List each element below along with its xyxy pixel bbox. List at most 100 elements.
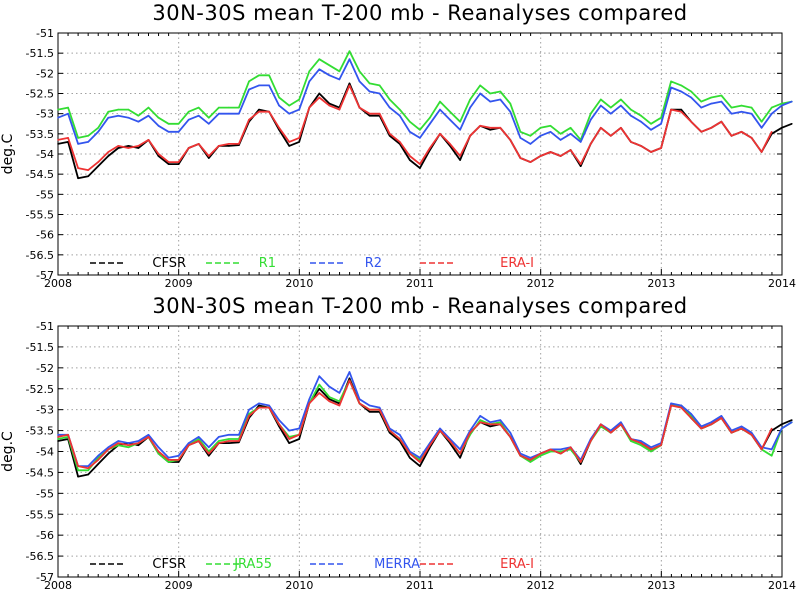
chart-1-point-cfsr	[489, 129, 492, 131]
chart-1-point-r2	[399, 114, 401, 117]
chart-1-point-cfsr	[328, 102, 331, 105]
chart-1-point-era-i	[298, 137, 301, 139]
chart-1-xtick-label: 2014	[768, 277, 796, 290]
chart-2-point-jra55	[559, 450, 562, 453]
chart-2-point-merra	[499, 419, 502, 421]
chart-1-point-r2	[167, 131, 170, 133]
chart-1-point-r1	[690, 90, 692, 93]
chart-2-point-merra	[680, 404, 682, 407]
chart-2-point-era-i	[429, 444, 431, 447]
chart-2-series-era-i	[57, 379, 773, 470]
chart-1-series-r2	[57, 58, 793, 145]
chart-1-point-r1	[157, 116, 160, 119]
chart-1-point-cfsr	[680, 108, 682, 111]
chart-2-point-era-i	[147, 436, 150, 438]
chart-2-point-era-i	[650, 448, 652, 451]
chart-2-point-era-i	[479, 421, 482, 424]
chart-1-point-r1	[87, 135, 89, 137]
chart-1-point-cfsr	[127, 145, 130, 147]
chart-2-point-jra55	[218, 440, 220, 442]
chart-2-point-jra55	[228, 438, 230, 440]
chart-1-point-r2	[579, 141, 582, 143]
chart-1-point-r2	[378, 92, 381, 95]
chart-1-point-r1	[630, 108, 632, 111]
chart-2-legend-label-cfsr: CFSR	[152, 557, 186, 572]
chart-1-point-r2	[77, 143, 79, 145]
chart-2-ylabel: deg.C	[0, 431, 16, 472]
chart-1-point-cfsr	[409, 159, 411, 161]
chart-1-point-era-i	[187, 147, 190, 149]
chart-1-point-r1	[77, 137, 79, 139]
chart-2-point-merra	[740, 425, 743, 428]
chart-1-point-cfsr	[318, 92, 321, 95]
chart-1-point-era-i	[479, 125, 482, 127]
chart-1-point-era-i	[660, 147, 662, 149]
chart-1-point-era-i	[127, 147, 130, 149]
chart-2-xtick-label: 2008	[44, 579, 72, 592]
chart-1-point-era-i	[57, 139, 59, 141]
chart-1-point-r1	[429, 116, 431, 119]
chart-1-point-r2	[750, 112, 753, 115]
chart-1-title: 30N-30S mean T-200 mb - Reanalyses compa…	[152, 1, 687, 25]
chart-1-point-r1	[67, 106, 69, 109]
chart-1-point-r2	[318, 68, 321, 71]
chart-1-point-era-i	[449, 143, 451, 145]
chart-2-point-merra	[258, 402, 260, 405]
chart-2-point-era-i	[760, 448, 763, 451]
chart-2-point-jra55	[549, 450, 552, 453]
chart-1-point-r2	[660, 123, 662, 125]
chart-1-point-r2	[539, 135, 542, 137]
chart-1-point-r1	[298, 98, 301, 101]
chart-1-point-r2	[268, 84, 270, 87]
chart-2-point-merra	[780, 427, 783, 430]
chart-1-point-r1	[539, 127, 542, 129]
chart-1-point-r2	[740, 110, 743, 113]
chart-1-point-r2	[368, 90, 371, 93]
chart-1-point-era-i	[147, 139, 150, 141]
chart-2-point-jra55	[338, 400, 341, 403]
chart-1-point-era-i	[419, 163, 421, 165]
chart-1-point-r1	[459, 120, 461, 123]
chart-1-ytick-label: -57	[36, 269, 54, 282]
chart-1-point-r1	[409, 120, 411, 123]
chart-2-point-era-i	[539, 452, 542, 455]
chart-1-point-r2	[419, 137, 421, 139]
chart-2-point-era-i	[549, 448, 552, 451]
chart-1-point-r2	[328, 74, 331, 77]
chart-2-point-era-i	[358, 402, 361, 405]
chart-1-legend-label-r2: R2	[365, 256, 382, 271]
chart-1-legend-label-era-i: ERA-I	[500, 256, 534, 271]
chart-1-point-r1	[670, 80, 672, 83]
chart-2-point-jra55	[248, 413, 250, 415]
chart-2-point-cfsr	[780, 423, 783, 426]
chart-2-point-era-i	[700, 427, 703, 430]
chart-2-point-era-i	[559, 452, 562, 455]
chart-1-point-r2	[258, 84, 260, 87]
chart-2-point-jra55	[650, 450, 652, 453]
chart-1-point-r1	[650, 123, 652, 125]
chart-1-point-r1	[569, 127, 572, 129]
chart-2-xtick-label: 2009	[165, 579, 193, 592]
chart-1-point-era-i	[499, 127, 502, 129]
chart-1-point-cfsr	[97, 165, 99, 167]
chart-1-point-r1	[700, 100, 703, 103]
chart-1-point-r1	[248, 80, 250, 83]
chart-2-point-era-i	[499, 423, 502, 426]
chart-2-point-merra	[197, 436, 200, 438]
chart-2-point-cfsr	[348, 377, 351, 380]
chart-1-point-r1	[760, 120, 763, 123]
chart-1-point-r1	[750, 106, 753, 109]
chart-1-point-r2	[308, 80, 311, 83]
chart-1-point-r2	[519, 137, 522, 139]
chart-2-point-era-i	[620, 423, 622, 426]
chart-1-point-r2	[610, 112, 612, 115]
chart-2-point-merra	[127, 442, 130, 444]
chart-2-point-merra	[137, 440, 140, 442]
chart-2-point-era-i	[197, 440, 200, 442]
chart-1-point-era-i	[248, 118, 250, 121]
chart-1-point-r2	[117, 114, 120, 117]
chart-2-point-era-i	[439, 429, 441, 432]
chart-2-ytick-label: -54	[36, 446, 54, 459]
chart-2-point-merra	[368, 404, 371, 407]
chart-2-point-era-i	[740, 427, 743, 430]
